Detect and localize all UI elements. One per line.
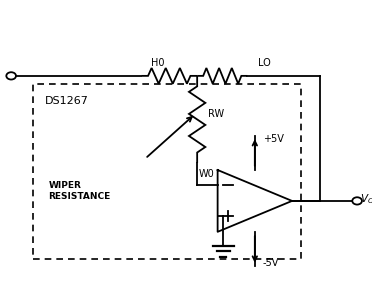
Text: WIPER
RESISTANCE: WIPER RESISTANCE xyxy=(48,181,110,201)
Text: RW: RW xyxy=(208,109,224,119)
Text: +5V: +5V xyxy=(263,134,284,144)
Text: $V_{OUT}$: $V_{OUT}$ xyxy=(360,192,372,207)
Text: H0: H0 xyxy=(151,58,165,68)
Bar xyxy=(33,84,301,259)
Text: W0: W0 xyxy=(199,169,215,179)
Text: DS1267: DS1267 xyxy=(45,96,89,106)
Text: -5V: -5V xyxy=(263,258,279,268)
Text: LO: LO xyxy=(258,58,270,68)
